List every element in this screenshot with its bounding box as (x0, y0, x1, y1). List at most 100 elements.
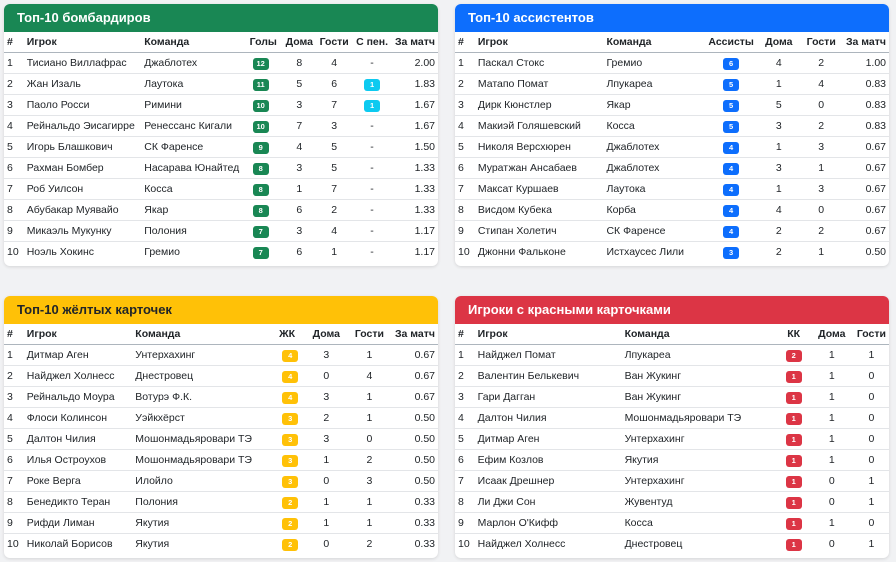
rank: 2 (4, 73, 24, 95)
yellow-cards-cell: 3 (276, 470, 306, 492)
goals-badge: 10 (252, 120, 269, 133)
team-name: Джаблотех (603, 157, 705, 179)
col-rank: # (455, 32, 475, 53)
away-count: 1 (853, 344, 889, 366)
team-name: Джаблотех (141, 52, 247, 74)
home-count: 1 (809, 512, 854, 534)
table-row: 7 Роб Уилсон Косса 8 1 7-1.33 (4, 178, 438, 200)
away-count: 1 (853, 491, 889, 513)
assists-badge: 4 (723, 141, 740, 154)
yellow-cards-cell: 4 (276, 386, 306, 408)
goals-cell: 7 (246, 220, 283, 242)
per-match: 0.50 (865, 246, 886, 258)
per-match: 1.00 (842, 52, 889, 74)
col-rank: # (4, 324, 24, 345)
table-row: 5 Дитмар Аген Унтерхахинг 1 1 0 (455, 428, 889, 450)
goals-cell: 7 (247, 242, 283, 263)
table-row: 6 Илья Остроухов Мошонмадьяровари ТЭ 3 1 2 0.5… (4, 449, 438, 471)
col-yellow: ЖК (276, 324, 306, 345)
per-match: 0.33 (414, 538, 435, 550)
away-count: 0 (799, 199, 843, 221)
yellow-cards-badge: 3 (282, 412, 299, 425)
away-count: 1 (868, 538, 875, 550)
away-count: 3 (316, 115, 353, 137)
rank: 6 (455, 449, 475, 471)
table-row: 1 Тисиано Виллафрас Джаблотех 12 8 4-2.00 (4, 52, 438, 74)
rank: 1 (4, 344, 24, 366)
away-count: 1 (346, 407, 392, 429)
red-cards-cell: 1 (777, 428, 810, 450)
team-name: Днестровец (624, 538, 683, 550)
home-count: 1 (758, 73, 800, 95)
rank: 9 (4, 220, 24, 242)
player-name: Дитмар Аген (474, 428, 622, 450)
table-row: 10 Николай Борисов Якутия 2 0 2 0.33 (4, 534, 438, 555)
table-row: 7 Исаак Дрешнер Унтерхахинг 1 0 1 (455, 470, 889, 492)
away-count: 1 (346, 491, 392, 513)
team-name: Мошонмадьяровари ТЭ (621, 407, 778, 429)
assists-badge: 5 (723, 120, 740, 133)
goals-badge: 9 (252, 141, 269, 154)
yellow-cards-cell: 3 (276, 449, 306, 471)
yellow-cards-badge: 2 (282, 517, 299, 530)
goals-badge: 10 (252, 99, 269, 112)
rank: 3 (4, 94, 24, 116)
away-count: 0 (853, 512, 889, 534)
table-row: 6 Рахман Бомбер Насарава Юнайтед 8 3 5-1.33 (4, 157, 438, 179)
table-header-row: # Игрок Команда ЖК Дома Гости За матч (4, 324, 438, 345)
home-count: 0 (305, 365, 347, 387)
goals-cell: 9 (246, 136, 283, 158)
goals-badge: 8 (252, 204, 269, 217)
per-match: 0.83 (842, 73, 889, 95)
away-count: 0 (853, 449, 889, 471)
team-name: Лаутока (603, 178, 705, 200)
assists-cell: 4 (704, 157, 759, 179)
table-row: 2 Валентин Белькевич Ван Жукинг 1 1 0 (455, 365, 889, 387)
player-name: Бенедикто Теран (23, 491, 133, 513)
team-name: Мошонмадьяровари ТЭ (132, 449, 277, 471)
player-name: Рахман Бомбер (23, 157, 142, 179)
rank: 9 (455, 512, 475, 534)
player-name: Дирк Кюнстлер (474, 94, 604, 116)
assists-badge: 4 (723, 225, 740, 238)
col-away: Гости (346, 324, 392, 345)
table-row: 2 Найджел Холнесс Днестровец 4 0 4 0.67 (4, 365, 438, 387)
home-count: 3 (305, 428, 347, 450)
home-count: 8 (282, 52, 317, 74)
per-match: 0.50 (391, 407, 438, 429)
per-match: 0.67 (842, 199, 889, 221)
team-name: Уэйкхёрст (132, 407, 277, 429)
home-count: 0 (305, 470, 347, 492)
per-match: 0.83 (842, 115, 889, 137)
assists-cell: 4 (704, 220, 759, 242)
table-row: 3 Дирк Кюнстлер Якар 5 5 0 0.83 (455, 94, 889, 116)
top-scorers-body: 1 Тисиано Виллафрас Джаблотех 12 8 4-2.00 2 Жан… (4, 52, 438, 263)
top-scorers-card: Топ-10 бомбардиров # Игрок Команда Голы … (4, 4, 438, 266)
rank: 10 (7, 538, 19, 550)
rank: 5 (4, 428, 24, 450)
home-count: 1 (809, 449, 854, 471)
per-match: 0.67 (842, 157, 889, 179)
rank: 6 (455, 157, 475, 179)
top-assists-title: Топ-10 ассистентов (455, 4, 889, 32)
player-name: Муратжан Ансабаев (474, 157, 604, 179)
assists-badge: 4 (723, 162, 740, 175)
red-cards-badge: 2 (785, 349, 802, 362)
table-row: 3 Паоло Росси Римини 10 3 7 1 1.67 (4, 94, 438, 116)
red-cards-badge: 1 (785, 475, 802, 488)
player-name: Роке Верга (23, 470, 133, 492)
red-cards-cell: 1 (777, 491, 810, 513)
yellow-cards-badge: 4 (282, 349, 299, 362)
rank: 5 (455, 136, 475, 158)
red-cards-cell: 1 (777, 449, 810, 471)
away-count: 0 (799, 94, 843, 116)
away-count: 2 (366, 538, 373, 550)
rank: 10 (458, 246, 470, 258)
home-count: 2 (775, 246, 782, 258)
assists-badge: 4 (723, 183, 740, 196)
player-name: Марлон О'Кифф (474, 512, 622, 534)
team-name: Унтерхахинг (621, 470, 778, 492)
per-match: 0.67 (842, 178, 889, 200)
assists-cell: 5 (704, 94, 759, 116)
col-home: Дома (758, 32, 800, 53)
